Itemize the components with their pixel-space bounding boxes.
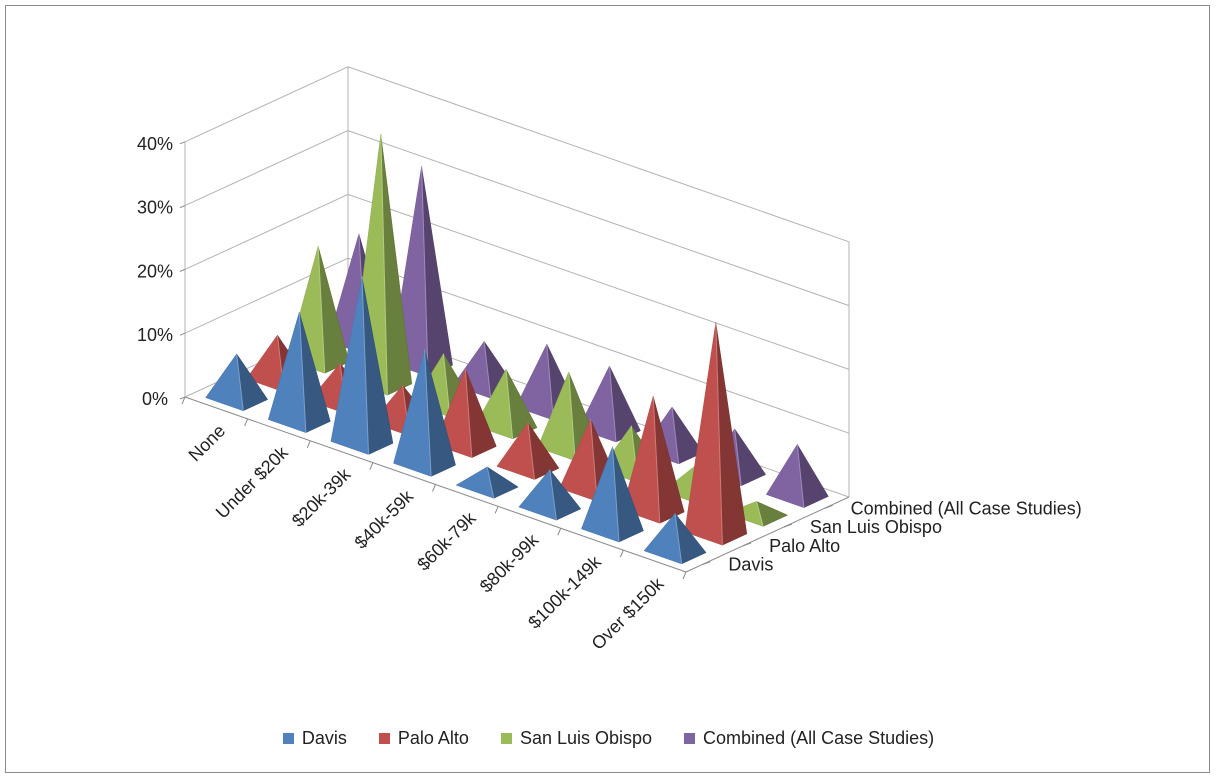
pyramid — [393, 349, 456, 477]
gridline — [184, 130, 850, 307]
y-tick-mark — [179, 268, 186, 272]
depth-tick-label: San Luis Obispo — [810, 517, 942, 537]
gridline — [184, 193, 850, 370]
depth-tick-label: Combined (All Case Studies) — [851, 498, 1082, 518]
x-tick-mark — [494, 506, 499, 514]
x-tick-mark — [432, 484, 436, 492]
x-tick-label: Under $20k — [212, 442, 293, 523]
x-tick-mark — [619, 549, 624, 558]
legend-label: Combined (All Case Studies) — [703, 728, 935, 748]
depth-tick-mark — [783, 523, 793, 528]
legend-label: Davis — [301, 728, 347, 748]
legend-swatch — [500, 733, 512, 744]
pyramid — [455, 466, 519, 499]
pyramid — [621, 396, 685, 524]
legend: Davis Palo Alto San Luis Obispo Combined (A… — [0, 728, 1217, 749]
legend-swatch — [282, 733, 294, 744]
x-tick-label: Over $150k — [588, 573, 669, 654]
gridline — [184, 66, 850, 243]
y-tick-label: 40% — [137, 134, 173, 154]
pyramid — [267, 311, 331, 434]
depth-tick-mark — [702, 561, 711, 566]
legend-item: Combined (All Case Studies) — [684, 728, 934, 749]
pyramid — [518, 468, 582, 521]
x-tick-mark — [682, 571, 687, 580]
y-tick-label: 10% — [137, 325, 173, 345]
x-tick-label: $80k-99k — [476, 529, 543, 596]
x-tick-label: $40k-59k — [351, 486, 418, 553]
pyramid — [581, 446, 644, 543]
y-tick-mark — [179, 141, 186, 145]
legend-label: Palo Alto — [397, 728, 469, 748]
pyramid — [330, 276, 394, 455]
legend-item: Palo Alto — [378, 728, 469, 749]
pyramid — [765, 443, 829, 508]
x-tick-mark — [244, 418, 249, 427]
legend-swatch — [684, 733, 696, 744]
x-tick-mark — [306, 440, 311, 448]
depth-tick-label: Palo Alto — [769, 536, 840, 556]
legend-swatch — [378, 733, 390, 744]
y-tick-mark — [179, 396, 186, 400]
y-tick-mark — [179, 205, 186, 209]
y-tick-mark — [179, 332, 186, 336]
x-tick-mark — [181, 396, 186, 405]
x-tick-mark — [557, 528, 562, 536]
x-tick-label: None — [185, 421, 230, 466]
pyramid — [537, 371, 601, 462]
depth-tick-mark — [824, 504, 833, 509]
pyramid — [724, 500, 789, 527]
x-tick-label: $20k-39k — [288, 464, 355, 531]
depth-axis-line — [685, 496, 850, 573]
pyramid — [684, 322, 748, 546]
x-tick-label: $60k-79k — [413, 507, 480, 574]
y-tick-label: 0% — [142, 389, 168, 409]
depth-tick-label: Davis — [728, 555, 773, 575]
legend-item: Davis — [282, 728, 347, 749]
y-tick-label: 30% — [137, 198, 173, 218]
depth-tick-mark — [742, 542, 752, 547]
x-tick-label: $100k-149k — [524, 551, 605, 632]
x-tick-mark — [369, 462, 374, 470]
pyramid — [643, 512, 707, 565]
chart-pyramids — [205, 134, 829, 565]
pyramid — [205, 353, 269, 412]
legend-label: San Luis Obispo — [519, 728, 653, 748]
legend-item: San Luis Obispo — [500, 728, 653, 749]
y-tick-label: 20% — [137, 261, 173, 281]
